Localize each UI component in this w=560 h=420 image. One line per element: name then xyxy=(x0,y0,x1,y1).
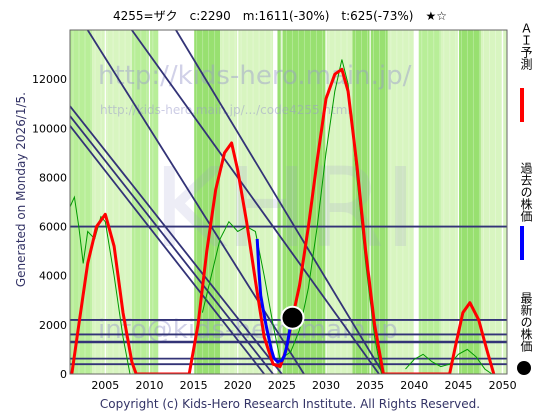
trend-line xyxy=(70,125,265,374)
watermark-url: http://kids-hero.main.jp/ xyxy=(98,61,412,91)
trend-line xyxy=(131,30,380,374)
green-band xyxy=(387,30,415,374)
x-tick-label: 2020 xyxy=(224,379,252,392)
y-tick-label: 6000 xyxy=(39,221,67,234)
latest-price-marker xyxy=(280,305,305,330)
green-band xyxy=(440,30,459,374)
x-tick-label: 2015 xyxy=(180,379,208,392)
plot-border xyxy=(69,29,508,375)
generated-label: Generated on Monday 2026/1/5. xyxy=(14,92,28,288)
legend-ai-label: ＡＩ予測 xyxy=(519,22,533,70)
thin-green-line xyxy=(405,348,493,374)
past-price-line xyxy=(255,238,294,364)
y-tick-label: 0 xyxy=(60,368,67,381)
trend-line xyxy=(175,30,385,374)
plot-clip-group: http://kids-hero.main.jp/http://kids-her… xyxy=(70,30,507,374)
legend-ai-swatch xyxy=(520,88,524,122)
chart-title: 4255=ザク c:2290 m:1611(-30%) t:625(-73%) … xyxy=(113,9,447,23)
x-tick-label: 2010 xyxy=(135,379,163,392)
y-tick-label: 2000 xyxy=(39,319,67,332)
x-tick-label: 2030 xyxy=(312,379,340,392)
x-tick-label: 2035 xyxy=(356,379,384,392)
plot-area: http://kids-hero.main.jp/http://kids-her… xyxy=(32,29,517,392)
y-tick-label: 12000 xyxy=(32,73,67,86)
watermark-url-sub: http://kids-hero.main.jp/.../code4255.ht… xyxy=(100,103,351,117)
legend-past-label: 過去の株価 xyxy=(519,162,533,222)
legend-latest-label: 最新の株価 xyxy=(519,292,533,352)
legend-latest-swatch xyxy=(517,361,531,375)
green-band xyxy=(418,30,441,374)
x-tick-label: 2025 xyxy=(268,379,296,392)
trend-line xyxy=(70,115,274,374)
trend-line xyxy=(86,30,305,374)
watermark-big: KHRI xyxy=(153,144,417,272)
x-tick-label: 2040 xyxy=(400,379,428,392)
y-tick-label: 4000 xyxy=(39,270,67,283)
ai-prediction-line xyxy=(70,67,496,374)
green-band xyxy=(458,30,481,374)
copyright-text: Copyright (c) Kids-Hero Research Institu… xyxy=(100,397,480,411)
x-tick-label: 2005 xyxy=(91,379,119,392)
y-tick-label: 10000 xyxy=(32,122,67,135)
green-band xyxy=(70,30,93,374)
y-tick-label: 8000 xyxy=(39,171,67,184)
x-tick-label: 2050 xyxy=(489,379,517,392)
legend-past-swatch xyxy=(520,226,524,260)
x-tick-label: 2045 xyxy=(444,379,472,392)
trend-line xyxy=(70,105,283,374)
